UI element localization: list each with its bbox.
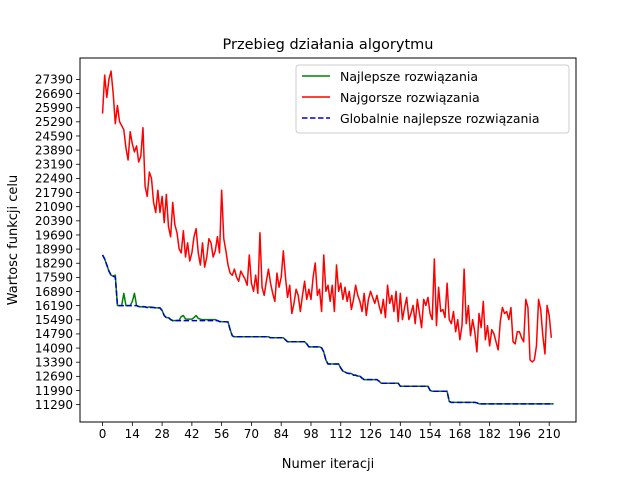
y-tick-label: 14090 — [35, 341, 73, 355]
y-tick-label: 22490 — [35, 172, 73, 186]
plot-frame — [79, 57, 577, 423]
series-line-global — [101, 254, 554, 405]
x-tick-label: 154 — [419, 427, 442, 441]
y-tick-label: 23190 — [35, 158, 73, 172]
y-tick-label: 18990 — [35, 242, 73, 256]
legend-label-worst: Najgorsze rozwiązania — [340, 90, 480, 105]
x-tick-label: 126 — [359, 427, 382, 441]
y-tick-label: 13390 — [35, 356, 73, 370]
series-layer — [101, 70, 554, 405]
y-axis: 1129011990126901339014090147901549016190… — [35, 73, 80, 412]
y-tick-label: 27390 — [35, 73, 73, 87]
legend: Najlepsze rozwiązania Najgorsze rozwiąza… — [295, 64, 570, 134]
y-tick-label: 21090 — [35, 200, 73, 214]
y-tick-label: 16190 — [35, 299, 73, 313]
y-tick-label: 11290 — [35, 398, 73, 412]
y-tick-label: 16890 — [35, 285, 73, 299]
y-tick-label: 11990 — [35, 384, 73, 398]
y-tick-label: 14790 — [35, 327, 73, 341]
x-tick-label: 14 — [125, 427, 140, 441]
x-tick-label: 98 — [303, 427, 318, 441]
x-tick-label: 56 — [214, 427, 229, 441]
legend-box — [295, 64, 570, 134]
x-tick-label: 168 — [448, 427, 471, 441]
x-tick-label: 42 — [184, 427, 199, 441]
y-tick-label: 25990 — [35, 101, 73, 115]
y-tick-label: 23890 — [35, 143, 73, 157]
legend-label-best: Najlepsze rozwiązania — [340, 69, 478, 84]
y-tick-label: 21790 — [35, 186, 73, 200]
x-tick-label: 0 — [99, 427, 107, 441]
x-tick-label: 140 — [389, 427, 412, 441]
y-tick-label: 20390 — [35, 214, 73, 228]
x-tick-label: 84 — [274, 427, 289, 441]
y-tick-label: 25290 — [35, 115, 73, 129]
x-tick-label: 28 — [154, 427, 169, 441]
legend-label-global: Globalnie najlepsze rozwiązania — [340, 111, 540, 126]
y-tick-label: 19690 — [35, 228, 73, 242]
y-tick-label: 12690 — [35, 370, 73, 384]
y-tick-label: 15490 — [35, 313, 73, 327]
x-tick-label: 196 — [508, 427, 531, 441]
y-tick-label: 24590 — [35, 129, 73, 143]
x-axis-label: Numer iteracji — [282, 457, 375, 472]
y-tick-label: 18290 — [35, 257, 73, 271]
x-axis: 0 14 28 42 56 70 84 98 112 126 140 154 168 182 196 210 — [99, 422, 561, 441]
x-tick-label: 210 — [538, 427, 561, 441]
series-line-worst — [101, 70, 553, 363]
chart-title: Przebieg działania algorytmu — [223, 37, 434, 53]
x-tick-label: 70 — [244, 427, 259, 441]
y-axis-label: Wartosc funkcji celu — [6, 175, 21, 306]
x-tick-label: 182 — [478, 427, 501, 441]
x-tick-label: 112 — [329, 427, 352, 441]
y-tick-label: 17590 — [35, 271, 73, 285]
y-tick-label: 26690 — [35, 87, 73, 101]
